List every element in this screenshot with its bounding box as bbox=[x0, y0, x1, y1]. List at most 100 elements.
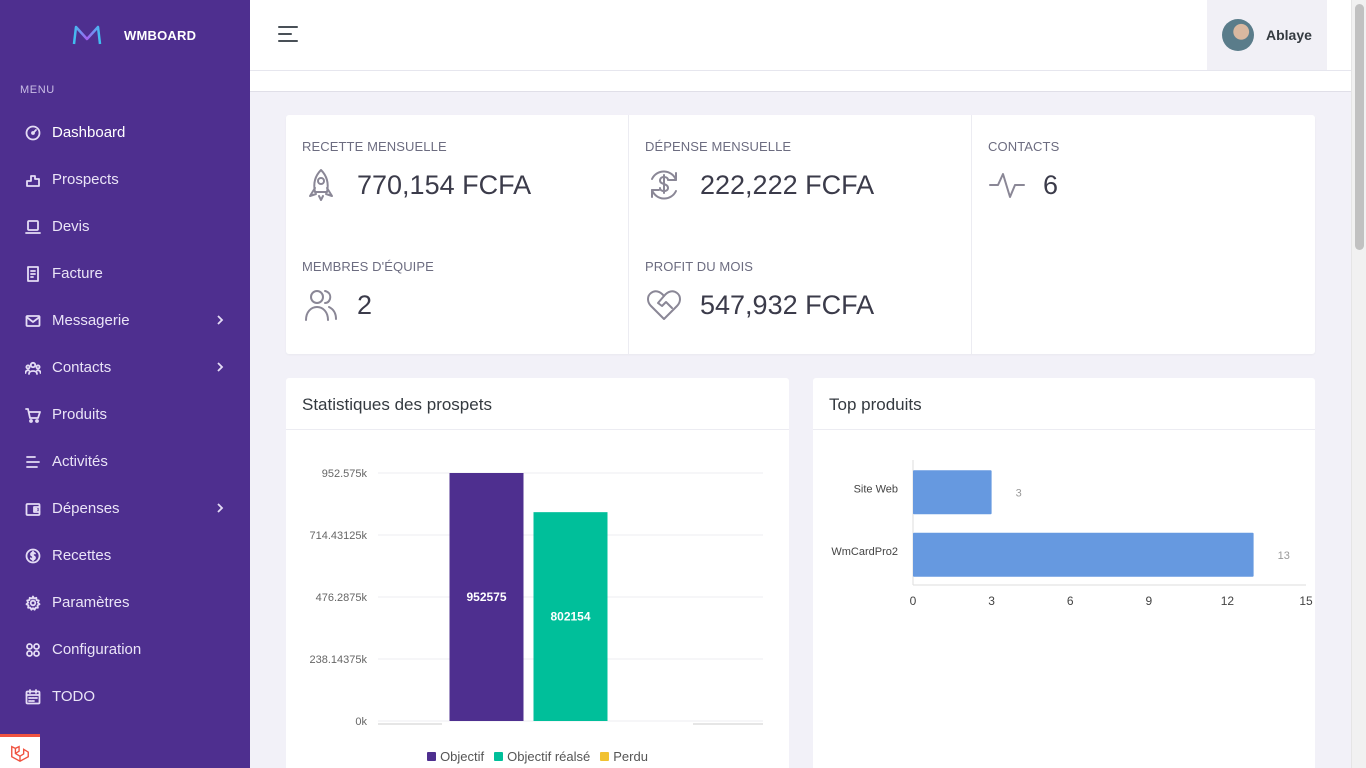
brand[interactable]: WMBOARD bbox=[0, 0, 250, 70]
sidebar-item-prospects[interactable]: Prospects bbox=[0, 156, 250, 203]
receipt-icon bbox=[24, 265, 41, 282]
bar-data-label: 3 bbox=[1016, 487, 1022, 499]
top-products-panel: Top produits 0 3 6 9 12 15 Site Web 3 WmCardPro2… bbox=[813, 378, 1315, 768]
legend-label: Perdu bbox=[613, 749, 648, 764]
x-tick-label: 15 bbox=[1299, 594, 1313, 608]
user-name: Ablaye bbox=[1266, 27, 1312, 43]
stat-value: 2 bbox=[357, 289, 373, 320]
sidebar-item-configuration[interactable]: Configuration bbox=[0, 626, 250, 673]
scrollbar-thumb[interactable] bbox=[1355, 4, 1364, 250]
menu-toggle-icon[interactable] bbox=[278, 26, 300, 44]
stats-column-3: CONTACTS 6 bbox=[972, 115, 1315, 354]
sidebar-item-label: Contacts bbox=[52, 359, 112, 376]
users-icon bbox=[24, 359, 41, 376]
wallet-icon bbox=[24, 500, 41, 517]
sidebar-item-parametres[interactable]: Paramètres bbox=[0, 579, 250, 626]
legend-label: Objectif bbox=[440, 749, 485, 764]
brand-logo-icon bbox=[72, 25, 102, 45]
sidebar-item-dashboard[interactable]: Dashboard bbox=[0, 109, 250, 156]
legend-swatch bbox=[494, 752, 504, 761]
cart-icon bbox=[24, 406, 41, 423]
sidebar: WMBOARD MENU Dashboard Prospects Devis Fact… bbox=[0, 0, 250, 768]
grid-icon bbox=[24, 641, 41, 658]
sidebar-item-facture[interactable]: Facture bbox=[0, 250, 250, 297]
mail-icon bbox=[24, 312, 41, 329]
stat-membres: MEMBRES D'ÉQUIPE 2 bbox=[302, 259, 612, 379]
bar-data-label: 13 bbox=[1278, 550, 1290, 562]
sidebar-item-label: Configuration bbox=[52, 641, 142, 658]
sidebar-item-todo[interactable]: TODO bbox=[0, 673, 250, 720]
y-tick-label: Site Web bbox=[854, 483, 898, 495]
chevron-right-icon bbox=[214, 360, 226, 374]
x-tick-label: 12 bbox=[1221, 594, 1235, 608]
stat-value: 547,932 FCFA bbox=[700, 289, 875, 320]
panel-title: Top produits bbox=[813, 378, 1315, 430]
stat-label: MEMBRES D'ÉQUIPE bbox=[302, 259, 434, 274]
legend-item[interactable]: Objectif bbox=[427, 749, 484, 764]
y-tick-label: 0k bbox=[355, 716, 367, 728]
stats-column-2: DÉPENSE MENSUELLE 222,222 FCFA PROFIT DU… bbox=[629, 115, 972, 354]
sidebar-item-label: Paramètres bbox=[52, 594, 130, 611]
bar-0[interactable] bbox=[913, 470, 992, 515]
sidebar-item-label: Produits bbox=[52, 406, 108, 423]
legend-item[interactable]: Objectif réalsé bbox=[494, 749, 590, 764]
sidebar-item-label: Dépenses bbox=[52, 500, 120, 517]
stat-label: PROFIT DU MOIS bbox=[645, 259, 754, 274]
stat-profit: PROFIT DU MOIS 547,932 FCFA bbox=[645, 259, 955, 379]
calendar-icon bbox=[24, 688, 41, 705]
stat-label: RECETTE MENSUELLE bbox=[302, 139, 447, 154]
sidebar-item-contacts[interactable]: Contacts bbox=[0, 344, 250, 391]
sub-header-bar bbox=[250, 71, 1351, 92]
legend-swatch bbox=[600, 752, 610, 761]
sidebar-item-activites[interactable]: Activités bbox=[0, 438, 250, 485]
sidebar-item-label: Messagerie bbox=[52, 312, 130, 329]
bar-data-label: 802154 bbox=[550, 610, 590, 624]
rocket-icon bbox=[302, 166, 340, 204]
gear-icon bbox=[24, 594, 41, 611]
sidebar-item-produits[interactable]: Produits bbox=[0, 391, 250, 438]
laravel-icon bbox=[11, 744, 29, 762]
heart-handshake-icon bbox=[645, 286, 683, 324]
x-tick-label: 3 bbox=[988, 594, 995, 608]
menu-title: MENU bbox=[20, 84, 55, 96]
stat-value: 770,154 FCFA bbox=[357, 169, 532, 200]
stat-recette: RECETTE MENSUELLE 770,154 FCFA bbox=[302, 139, 612, 259]
stat-depense: DÉPENSE MENSUELLE 222,222 FCFA bbox=[645, 139, 955, 259]
y-tick-label: 238.14375k bbox=[310, 654, 368, 666]
stat-label: CONTACTS bbox=[988, 139, 1060, 154]
prospects-bar-chart: 0k 238.14375k 476.2875k 714.43125k 952.575k 9… bbox=[310, 468, 763, 728]
laravel-debug-badge[interactable] bbox=[0, 734, 40, 768]
x-tick-label: 6 bbox=[1067, 594, 1074, 608]
lines-icon bbox=[24, 453, 41, 470]
sidebar-item-label: TODO bbox=[52, 688, 96, 705]
gauge-icon bbox=[24, 124, 41, 141]
sidebar-item-label: Prospects bbox=[52, 171, 119, 188]
sidebar-item-devis[interactable]: Devis bbox=[0, 203, 250, 250]
sidebar-item-label: Activités bbox=[52, 453, 108, 470]
brand-name: WMBOARD bbox=[124, 27, 197, 43]
legend-item[interactable]: Perdu bbox=[600, 749, 648, 764]
bar-0[interactable] bbox=[449, 473, 524, 721]
sidebar-item-recettes[interactable]: Recettes bbox=[0, 532, 250, 579]
sidebar-item-depenses[interactable]: Dépenses bbox=[0, 485, 250, 532]
bar-1[interactable] bbox=[913, 532, 1254, 577]
bar-1[interactable] bbox=[533, 512, 608, 721]
laptop-icon bbox=[24, 218, 41, 235]
sidebar-nav: Dashboard Prospects Devis Facture Messagerie… bbox=[0, 109, 250, 720]
page-scrollbar[interactable] bbox=[1351, 0, 1366, 768]
sidebar-item-messagerie[interactable]: Messagerie bbox=[0, 297, 250, 344]
y-tick-label: 476.2875k bbox=[316, 592, 368, 604]
users-icon bbox=[302, 286, 340, 324]
y-tick-label: WmCardPro2 bbox=[831, 546, 898, 558]
y-tick-label: 714.43125k bbox=[310, 530, 368, 542]
stat-contacts: CONTACTS 6 bbox=[988, 139, 1299, 259]
chart-legend: Objectif Objectif réalsé Perdu bbox=[286, 749, 789, 764]
sidebar-item-label: Devis bbox=[52, 218, 90, 235]
y-tick-label: 952.575k bbox=[322, 468, 368, 480]
chart-box-icon bbox=[24, 171, 41, 188]
sidebar-item-label: Recettes bbox=[52, 547, 112, 564]
chevron-right-icon bbox=[214, 501, 226, 515]
user-menu[interactable]: Ablaye bbox=[1207, 0, 1327, 70]
stat-value: 6 bbox=[1043, 169, 1059, 200]
x-tick-label: 0 bbox=[910, 594, 917, 608]
